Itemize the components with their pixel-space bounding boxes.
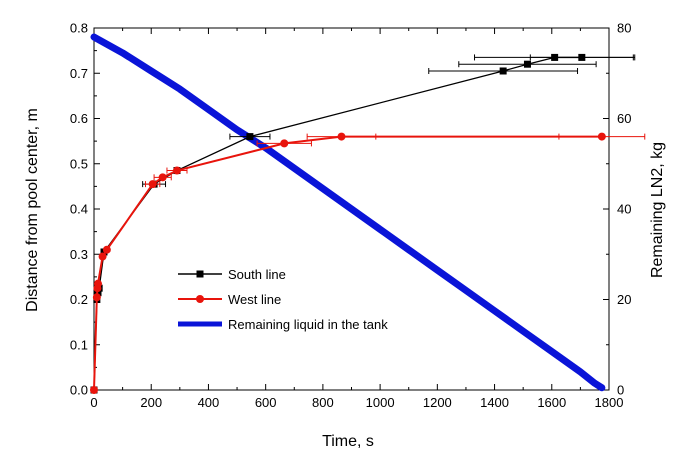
liquid-series (90, 33, 606, 392)
data-point (280, 139, 289, 148)
y-axis-ticks: 0.0 0.1 0.2 0.3 0.4 0.5 0.6 0.7 0.8 (70, 21, 100, 398)
x-tick-label: 1200 (423, 395, 452, 410)
y2-tick-label: 60 (617, 111, 631, 126)
y2-tick-label: 80 (617, 21, 631, 36)
y2-axis-ticks: 0 20 40 60 80 (603, 21, 631, 398)
x-tick-label: 1800 (595, 395, 624, 410)
x-axis-title: Time, s (322, 433, 374, 450)
data-point (523, 60, 531, 68)
data-point (597, 132, 606, 141)
x-tick-label: 1400 (480, 395, 509, 410)
x-tick-label: 0 (90, 395, 97, 410)
legend-south-marker (196, 270, 204, 278)
data-point (98, 252, 107, 261)
y-tick-label: 0.6 (70, 111, 88, 126)
south-series (90, 53, 636, 394)
legend-south-label: South line (228, 267, 286, 282)
data-point (578, 53, 586, 61)
data-point (102, 245, 111, 254)
data-point (246, 133, 254, 141)
y2-tick-label: 20 (617, 292, 631, 307)
data-point (92, 293, 101, 302)
y2-tick-label: 40 (617, 202, 631, 217)
liquid-line (90, 33, 606, 392)
y2-axis-title: Remaining LN2, kg (649, 142, 666, 278)
legend-liquid-label: Remaining liquid in the tank (228, 317, 388, 332)
y2-tick-label: 0 (617, 383, 624, 398)
data-point (172, 166, 181, 175)
x-tick-label: 400 (198, 395, 220, 410)
data-point (158, 173, 167, 182)
data-point (148, 180, 157, 189)
legend: South line West line Remaining liquid in… (178, 267, 388, 332)
x-tick-label: 200 (140, 395, 162, 410)
x-tick-label: 1600 (537, 395, 566, 410)
legend-west-marker (196, 295, 204, 303)
x-tick-label: 1000 (366, 395, 395, 410)
x-axis-ticks: 0 200 400 600 800 1000 1200 1400 1600 1800 (90, 28, 623, 410)
y-axis-title: Distance from pool center, m (24, 108, 41, 312)
west-series (90, 132, 646, 394)
y-tick-label: 0.4 (70, 202, 88, 217)
y-tick-label: 0.0 (70, 383, 88, 398)
data-point (94, 279, 103, 288)
y-tick-label: 0.1 (70, 337, 88, 352)
x-tick-label: 800 (312, 395, 334, 410)
y-tick-label: 0.8 (70, 21, 88, 36)
y-tick-label: 0.3 (70, 247, 88, 262)
data-point (337, 132, 346, 141)
west-line (93, 135, 602, 391)
data-point (90, 386, 98, 394)
data-point (499, 67, 507, 75)
y-tick-label: 0.2 (70, 292, 88, 307)
south-line (93, 56, 582, 391)
legend-west-label: West line (228, 292, 281, 307)
y-tick-label: 0.7 (70, 66, 88, 81)
x-tick-label: 600 (255, 395, 277, 410)
y-tick-label: 0.5 (70, 156, 88, 171)
